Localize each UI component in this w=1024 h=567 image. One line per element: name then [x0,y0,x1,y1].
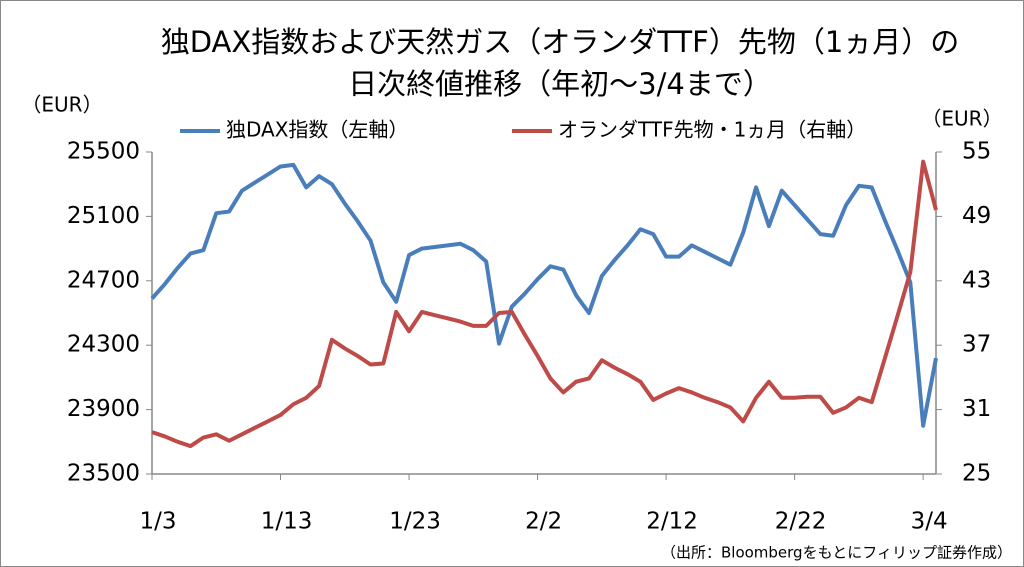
x-tick-label: 3/4 [911,509,948,535]
y2-tick-label: 37 [962,332,991,358]
y2-tick-label: 55 [962,139,991,165]
data-line [151,159,938,449]
y2-axis-label: （EUR） [921,107,1002,131]
x-tick-label: 1/13 [261,509,313,535]
x-tick-label: 1/23 [389,509,441,535]
y-tick-label: 25100 [67,203,140,229]
chart-title: 独DAX指数および天然ガス（オランダTTF）先物（1ヵ月）の [161,25,960,59]
data-line [150,162,938,428]
y-tick-label: 23500 [67,461,140,487]
y-tick-label: 24300 [67,332,140,358]
y-axis-label: （EUR） [21,93,102,117]
legend-label: 独DAX指数（左軸） [226,118,408,142]
y2-tick-label: 31 [962,396,991,422]
x-tick-label: 2/22 [775,509,827,535]
y2-tick-label: 49 [962,203,991,229]
source: （出所：Bloombergをもとにフィリップ証券作成） [661,544,1012,562]
x-tick-label: 1/3 [139,509,176,535]
y-tick-label: 23900 [67,396,140,422]
y-tick-label: 24700 [67,267,140,293]
x-tick-label: 2/2 [525,509,562,535]
y2-tick-label: 43 [962,267,991,293]
x-tick-label: 2/12 [646,509,698,535]
y-tick-label: 25500 [67,139,140,165]
chart-title: 日次終値推移（年初～3/4まで） [348,67,772,101]
y2-tick-label: 25 [962,461,991,487]
legend-label: オランダTTF先物・1ヵ月（右軸） [558,118,866,142]
